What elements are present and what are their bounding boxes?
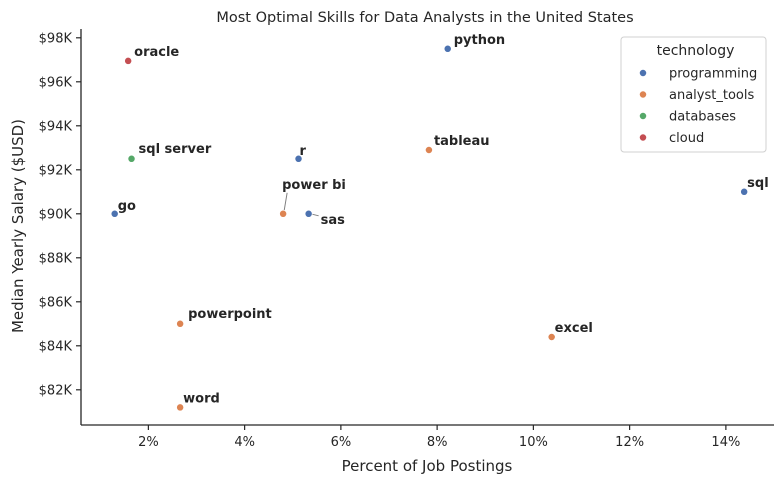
point-label: python (454, 33, 505, 48)
point-label: word (183, 391, 220, 406)
y-tick-label: $82K (39, 383, 73, 398)
y-tick-label: $84K (39, 339, 73, 354)
x-tick-label: 12% (615, 435, 644, 450)
x-tick-label: 10% (519, 435, 548, 450)
legend-label: analyst_tools (669, 88, 754, 103)
point-label: powerpoint (188, 307, 272, 322)
legend-marker (639, 90, 647, 99)
legend-marker (639, 112, 647, 120)
x-axis-title: Percent of Job Postings (342, 457, 513, 475)
y-tick-label: $92K (39, 163, 73, 178)
data-point (304, 209, 313, 218)
x-tick-label: 4% (234, 435, 255, 450)
data-point (424, 146, 433, 154)
data-point (294, 154, 303, 163)
x-tick-label: 14% (711, 435, 740, 450)
data-point (124, 56, 133, 65)
point-label: power bi (282, 178, 346, 193)
legend-box (620, 36, 767, 153)
y-tick-label: $96K (39, 75, 73, 90)
point-label: sql server (139, 142, 212, 157)
legend-marker (639, 133, 647, 142)
point-label: r (300, 144, 307, 159)
legend-marker (639, 69, 647, 77)
plot-area: 2% 4% 6% 8% 10% 12% 14% $82K $84K $86K $88K $90K $92… (39, 29, 774, 450)
legend-label: cloud (669, 131, 704, 146)
data-point (740, 187, 749, 196)
legend-label: databases (669, 110, 736, 125)
y-tick-label: $86K (39, 295, 73, 310)
y-axis-title: Median Yearly Salary ($USD) (9, 119, 27, 333)
annotation-arrow (283, 192, 288, 211)
y-tick-label: $94K (39, 119, 73, 134)
data-point (279, 209, 288, 218)
legend-title: technology (657, 43, 735, 59)
x-tick-label: 6% (331, 435, 352, 450)
data-point (443, 44, 452, 53)
x-tick-label: 8% (427, 435, 448, 450)
chart-title: Most Optimal Skills for Data Analysts in… (216, 10, 633, 26)
x-tick-label: 2% (138, 435, 159, 450)
data-point (110, 209, 119, 218)
y-tick-label: $90K (39, 207, 73, 222)
data-point (127, 154, 136, 163)
point-label: sas (321, 213, 346, 228)
y-tick-label: $98K (39, 31, 73, 46)
point-label: oracle (134, 45, 179, 60)
point-label: tableau (434, 134, 490, 149)
legend-label: programming (669, 67, 757, 82)
point-label: excel (555, 321, 593, 336)
legend: technology programming analyst_toolsdataba… (620, 36, 767, 153)
data-point (176, 319, 185, 328)
y-tick-label: $88K (39, 251, 73, 266)
data-point (547, 333, 556, 341)
data-point (176, 403, 185, 412)
point-label: sql (747, 176, 769, 191)
point-label: go (118, 199, 136, 214)
